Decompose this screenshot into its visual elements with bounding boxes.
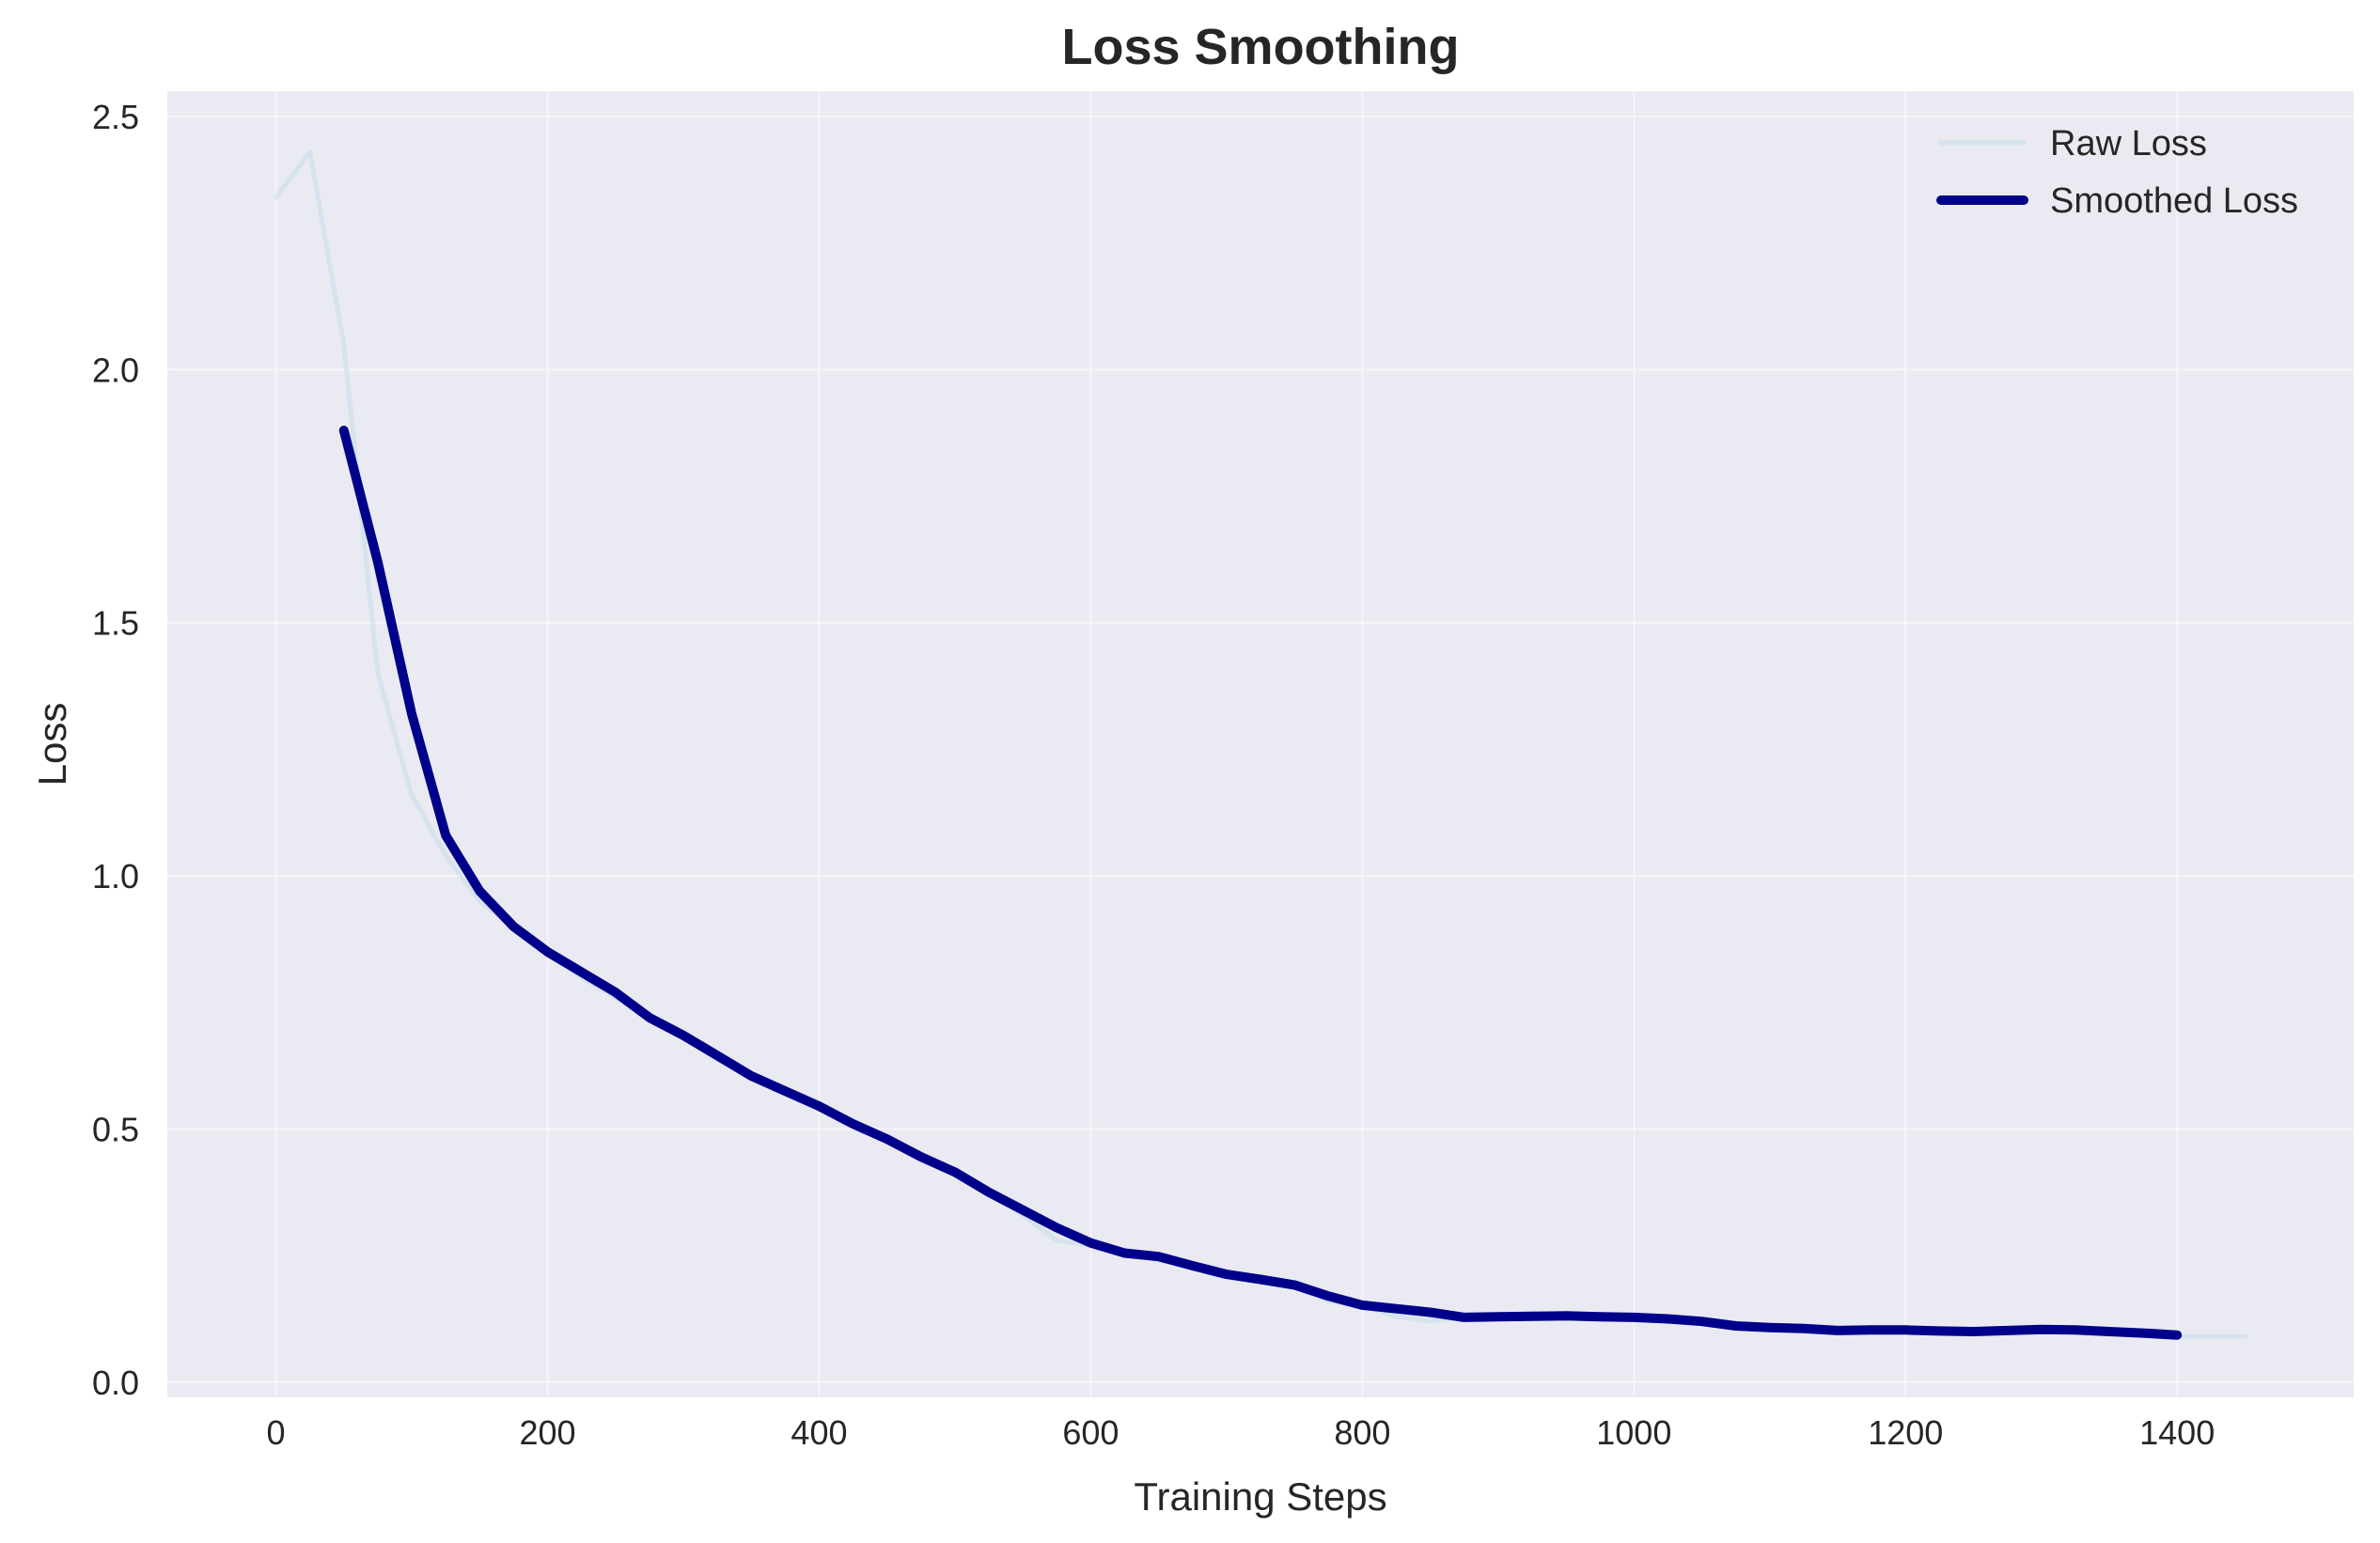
y-tick-label: 0.0 bbox=[92, 1364, 139, 1402]
x-tick-label: 1000 bbox=[1596, 1413, 1671, 1452]
x-tick-label: 1400 bbox=[2139, 1413, 2215, 1452]
legend-raw-loss-label: Raw Loss bbox=[2050, 124, 2207, 164]
x-tick-label: 800 bbox=[1334, 1413, 1390, 1452]
smoothed-loss-line bbox=[338, 426, 2183, 1340]
x-tick-label: 0 bbox=[267, 1413, 286, 1452]
y-tick-label: 2.0 bbox=[92, 351, 139, 389]
x-tick-label: 400 bbox=[791, 1413, 847, 1452]
x-axis-label: Training Steps bbox=[1134, 1474, 1386, 1519]
plot-area bbox=[167, 91, 2354, 1397]
y-tick-label: 1.0 bbox=[92, 857, 139, 896]
y-tick-label: 2.5 bbox=[92, 98, 139, 136]
legend: Raw Loss Smoothed Loss bbox=[1936, 124, 2298, 221]
legend-smoothed-loss-label: Smoothed Loss bbox=[2050, 181, 2298, 221]
y-axis-label: Loss bbox=[30, 703, 74, 787]
x-tick-label: 200 bbox=[519, 1413, 575, 1452]
grid bbox=[167, 91, 2354, 1397]
y-tick-label: 0.5 bbox=[92, 1110, 139, 1148]
chart-title: Loss Smoothing bbox=[1062, 19, 1460, 75]
x-tick-label: 600 bbox=[1062, 1413, 1119, 1452]
series-group bbox=[274, 149, 2247, 1340]
x-axis-ticks: 0 200 400 600 800 1000 1200 1400 bbox=[267, 1413, 2216, 1452]
y-axis-ticks: 0.0 0.5 1.0 1.5 2.0 2.5 bbox=[92, 98, 139, 1402]
y-tick-label: 1.5 bbox=[92, 604, 139, 643]
x-tick-label: 1200 bbox=[1868, 1413, 1943, 1452]
